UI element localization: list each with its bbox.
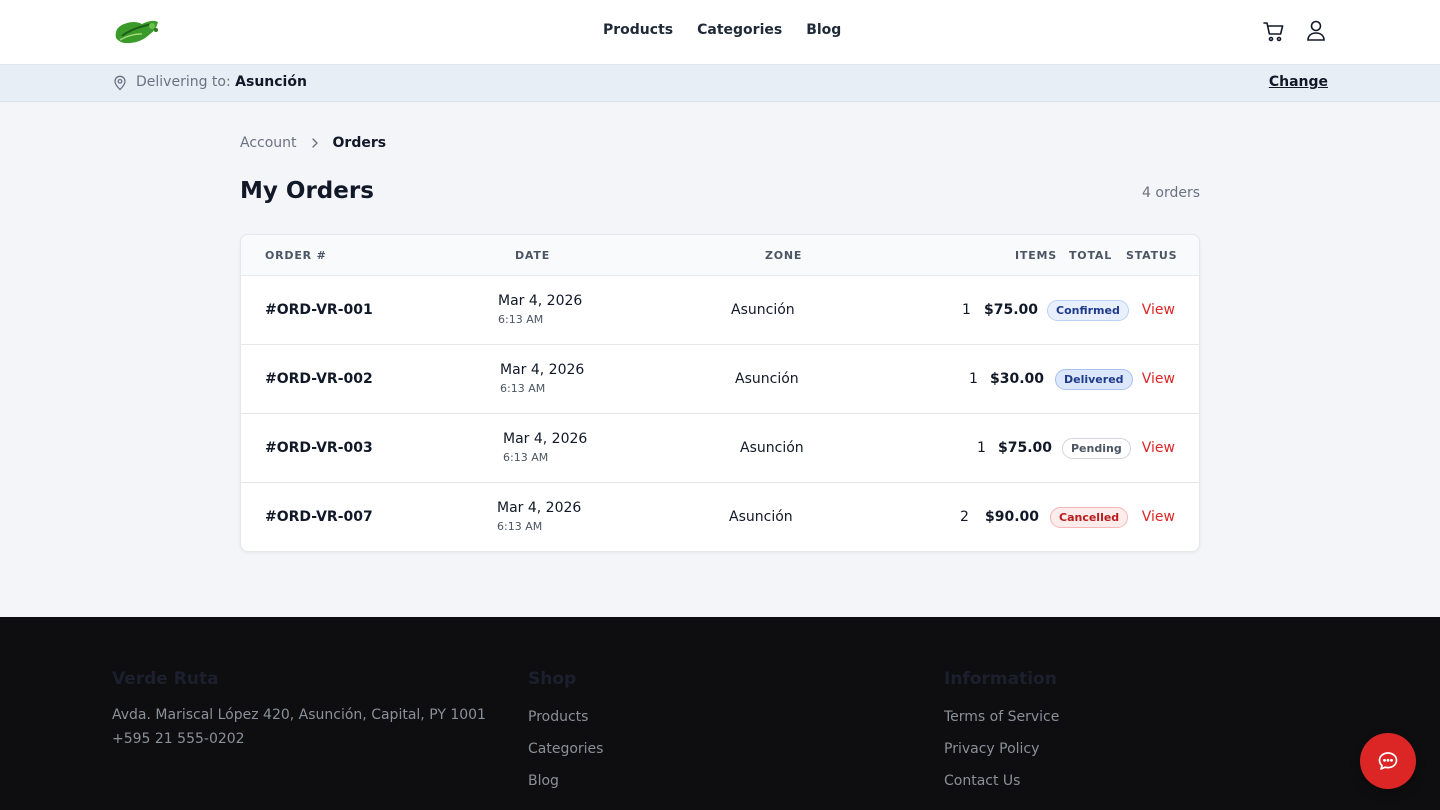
order-number: #ORD-VR-007 bbox=[265, 509, 373, 525]
breadcrumb: Account Orders bbox=[240, 135, 386, 151]
header-status: STATUS bbox=[1126, 249, 1178, 262]
page-title: My Orders bbox=[240, 178, 374, 204]
header-actions bbox=[1262, 18, 1328, 44]
delivery-location: Asunción bbox=[235, 74, 307, 90]
nav-categories[interactable]: Categories bbox=[697, 22, 783, 38]
order-number: #ORD-VR-003 bbox=[265, 440, 373, 456]
status-badge: Pending bbox=[1062, 438, 1131, 459]
delivery-label: Delivering to: Asunción bbox=[136, 74, 307, 90]
table-header: ORDER # DATE ZONE ITEMS TOTAL STATUS bbox=[241, 235, 1199, 276]
order-total: $75.00 bbox=[998, 440, 1053, 456]
order-items: 2 bbox=[960, 509, 969, 525]
order-time: 6:13 AM bbox=[497, 520, 543, 533]
table-row[interactable]: #ORD-VR-003 Mar 4, 2026 6:13 AM Asunción… bbox=[241, 414, 1199, 483]
main-nav: Products Categories Blog bbox=[603, 22, 841, 38]
location-pin-icon bbox=[112, 75, 128, 91]
order-zone: Asunción bbox=[735, 371, 799, 387]
header-order: ORDER # bbox=[265, 249, 327, 262]
footer-phone: +595 21 555-0202 bbox=[112, 731, 245, 747]
delivery-bar: Delivering to: Asunción Change bbox=[0, 65, 1440, 102]
table-row[interactable]: #ORD-VR-002 Mar 4, 2026 6:13 AM Asunción… bbox=[241, 345, 1199, 414]
chevron-right-icon bbox=[309, 136, 321, 150]
view-order-link[interactable]: View bbox=[1141, 509, 1175, 525]
order-date: Mar 4, 2026 bbox=[497, 500, 582, 516]
header-total: TOTAL bbox=[1069, 249, 1113, 262]
order-items: 1 bbox=[977, 440, 986, 456]
footer-link-products[interactable]: Products bbox=[528, 709, 589, 725]
header-items: ITEMS bbox=[1015, 249, 1057, 262]
status-badge: Delivered bbox=[1055, 369, 1133, 390]
order-zone: Asunción bbox=[731, 302, 795, 318]
brand-logo[interactable] bbox=[112, 16, 162, 48]
order-time: 6:13 AM bbox=[500, 382, 546, 395]
nav-products[interactable]: Products bbox=[603, 22, 674, 38]
change-location-link[interactable]: Change bbox=[1268, 74, 1328, 90]
chat-button[interactable] bbox=[1360, 733, 1416, 789]
order-zone: Asunción bbox=[729, 509, 793, 525]
footer-link-contact[interactable]: Contact Us bbox=[944, 773, 1021, 789]
order-date: Mar 4, 2026 bbox=[503, 431, 588, 447]
user-icon[interactable] bbox=[1304, 18, 1328, 44]
order-items: 1 bbox=[969, 371, 978, 387]
orders-table: ORDER # DATE ZONE ITEMS TOTAL STATUS #OR… bbox=[240, 234, 1200, 552]
view-order-link[interactable]: View bbox=[1141, 440, 1175, 456]
footer-shop-title: Shop bbox=[528, 669, 577, 689]
header-zone: ZONE bbox=[765, 249, 803, 262]
order-total: $75.00 bbox=[984, 302, 1039, 318]
footer-brand-title: Verde Ruta bbox=[112, 669, 219, 689]
order-total: $90.00 bbox=[985, 509, 1040, 525]
cart-icon[interactable] bbox=[1262, 18, 1286, 44]
order-zone: Asunción bbox=[740, 440, 804, 456]
order-time: 6:13 AM bbox=[503, 451, 549, 464]
top-navbar: Products Categories Blog bbox=[0, 0, 1440, 65]
view-order-link[interactable]: View bbox=[1141, 302, 1175, 318]
delivery-prefix: Delivering to: bbox=[136, 74, 231, 90]
header-date: DATE bbox=[515, 249, 551, 262]
chat-bubble-icon bbox=[1378, 752, 1398, 770]
breadcrumb-account[interactable]: Account bbox=[240, 135, 297, 151]
status-badge: Cancelled bbox=[1050, 507, 1129, 528]
view-order-link[interactable]: View bbox=[1141, 371, 1175, 387]
order-time: 6:13 AM bbox=[498, 313, 544, 326]
order-date: Mar 4, 2026 bbox=[500, 362, 585, 378]
order-date: Mar 4, 2026 bbox=[498, 293, 583, 309]
order-number: #ORD-VR-002 bbox=[265, 371, 373, 387]
footer-link-privacy[interactable]: Privacy Policy bbox=[944, 741, 1040, 757]
footer-info-title: Information bbox=[944, 669, 1057, 689]
footer-link-blog[interactable]: Blog bbox=[528, 773, 559, 789]
nav-blog[interactable]: Blog bbox=[806, 22, 842, 38]
breadcrumb-orders: Orders bbox=[332, 135, 387, 151]
orders-count: 4 orders bbox=[1142, 185, 1200, 201]
site-footer: Verde Ruta Avda. Mariscal López 420, Asu… bbox=[0, 617, 1440, 810]
footer-address: Avda. Mariscal López 420, Asunción, Capi… bbox=[112, 707, 486, 723]
order-items: 1 bbox=[962, 302, 971, 318]
status-badge: Confirmed bbox=[1047, 300, 1129, 321]
footer-link-terms[interactable]: Terms of Service bbox=[944, 709, 1060, 725]
footer-link-categories[interactable]: Categories bbox=[528, 741, 604, 757]
order-number: #ORD-VR-001 bbox=[265, 302, 373, 318]
table-row[interactable]: #ORD-VR-007 Mar 4, 2026 6:13 AM Asunción… bbox=[241, 483, 1199, 551]
table-row[interactable]: #ORD-VR-001 Mar 4, 2026 6:13 AM Asunción… bbox=[241, 276, 1199, 345]
order-total: $30.00 bbox=[990, 371, 1045, 387]
